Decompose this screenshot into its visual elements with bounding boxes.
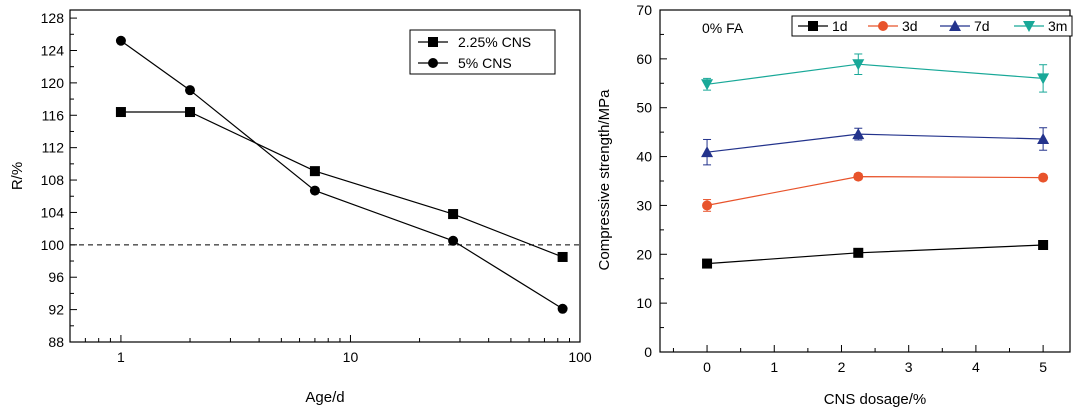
legend-marker bbox=[878, 21, 888, 31]
y-tick-label: 10 bbox=[636, 295, 652, 311]
legend-marker bbox=[949, 20, 961, 31]
x-tick-label: 2 bbox=[838, 359, 846, 375]
data-point bbox=[1037, 132, 1050, 144]
data-point bbox=[557, 303, 568, 314]
y-tick-label: 128 bbox=[41, 10, 65, 26]
y-tick-label: 60 bbox=[636, 51, 652, 67]
x-axis-title: CNS dosage/% bbox=[824, 391, 927, 408]
legend: 2.25% CNS 5% CNS bbox=[409, 29, 556, 75]
compressive-strength-chart: 0 10 20 30 40 50 60 70 0 1 2 3 4 5 1d 3d 7d 3m 0% FA CNS… bbox=[596, 2, 1073, 408]
data-point bbox=[185, 107, 196, 118]
y-tick-label: 108 bbox=[41, 172, 65, 188]
y-tick-label: 88 bbox=[48, 334, 64, 350]
y-tick-label: 112 bbox=[42, 140, 65, 156]
series-layer bbox=[115, 35, 568, 314]
x-tick-label: 100 bbox=[568, 349, 592, 365]
data-point bbox=[852, 128, 865, 140]
plot-frame bbox=[659, 9, 1071, 353]
series-line-1d bbox=[706, 244, 1044, 265]
x-tick-label: 5 bbox=[1039, 359, 1047, 375]
y-tick-label: 104 bbox=[41, 204, 65, 220]
data-point bbox=[448, 235, 459, 246]
legend-marker bbox=[428, 37, 438, 47]
y-tick-label: 124 bbox=[41, 42, 65, 58]
data-point bbox=[115, 35, 126, 46]
data-point bbox=[853, 247, 864, 258]
series-line-7d bbox=[706, 133, 1044, 153]
x-axis-title: Age/d bbox=[305, 389, 344, 406]
data-point bbox=[852, 59, 865, 71]
data-point bbox=[557, 251, 568, 262]
data-point bbox=[1038, 240, 1049, 251]
x-tick-label: 1 bbox=[117, 349, 125, 365]
legend-label: 1d bbox=[832, 18, 848, 34]
legend: 1d 3d 7d 3m bbox=[791, 15, 1073, 37]
data-point bbox=[1037, 73, 1050, 85]
legend-box bbox=[791, 15, 1073, 37]
y-tick-label: 40 bbox=[636, 149, 652, 165]
legend-label: 7d bbox=[974, 18, 990, 34]
data-point bbox=[853, 171, 864, 182]
legend-marker bbox=[808, 21, 818, 31]
y-tick-label: 50 bbox=[636, 100, 652, 116]
age-ratio-chart: 88 92 96 100 104 108 112 116 120 124 128 1 10 100 2.2… bbox=[9, 9, 592, 406]
data-point bbox=[1038, 172, 1049, 183]
legend-label: 3m bbox=[1048, 18, 1067, 34]
legend-marker bbox=[428, 58, 438, 68]
y-axis-title: R/% bbox=[9, 162, 26, 190]
legend-label: 5% CNS bbox=[458, 55, 512, 71]
y-tick-label: 120 bbox=[41, 75, 65, 91]
legend-label: 2.25% CNS bbox=[458, 34, 531, 50]
series-line-cns-2-25 bbox=[120, 111, 563, 258]
y-tick-label: 0 bbox=[644, 344, 652, 360]
y-tick-label: 116 bbox=[42, 107, 65, 123]
legend-label: 3d bbox=[902, 18, 918, 34]
series-layer bbox=[701, 53, 1050, 269]
legend-marker bbox=[1023, 21, 1035, 32]
data-point bbox=[701, 146, 714, 158]
data-point bbox=[185, 85, 196, 96]
y-tick-label: 30 bbox=[636, 197, 652, 213]
axis-ticks: 88 92 96 100 104 108 112 116 120 124 128 1 10 100 bbox=[41, 10, 592, 365]
x-tick-label: 4 bbox=[972, 359, 980, 375]
x-tick-label: 3 bbox=[905, 359, 913, 375]
data-point bbox=[702, 200, 713, 211]
x-tick-label: 0 bbox=[703, 359, 711, 375]
plot-frame bbox=[69, 9, 581, 343]
chart-annotation: 0% FA bbox=[702, 20, 744, 36]
data-point bbox=[309, 166, 320, 177]
axis-ticks: 0 10 20 30 40 50 60 70 0 1 2 3 4 5 bbox=[636, 2, 1047, 375]
series-line-cns-5 bbox=[120, 40, 563, 310]
x-tick-label: 10 bbox=[343, 349, 359, 365]
data-point bbox=[702, 258, 713, 269]
series-line-3d bbox=[706, 175, 1044, 206]
data-point bbox=[309, 185, 320, 196]
y-tick-label: 100 bbox=[41, 237, 65, 253]
y-tick-label: 92 bbox=[48, 302, 64, 318]
data-point bbox=[701, 79, 714, 91]
series-line-3m bbox=[706, 63, 1044, 85]
y-tick-label: 70 bbox=[636, 2, 652, 18]
y-tick-label: 96 bbox=[48, 269, 64, 285]
y-tick-label: 20 bbox=[636, 246, 652, 262]
x-tick-label: 1 bbox=[770, 359, 778, 375]
data-point bbox=[115, 107, 126, 118]
y-axis-title: Compressive strength/MPa bbox=[596, 89, 613, 271]
data-point bbox=[448, 209, 459, 220]
